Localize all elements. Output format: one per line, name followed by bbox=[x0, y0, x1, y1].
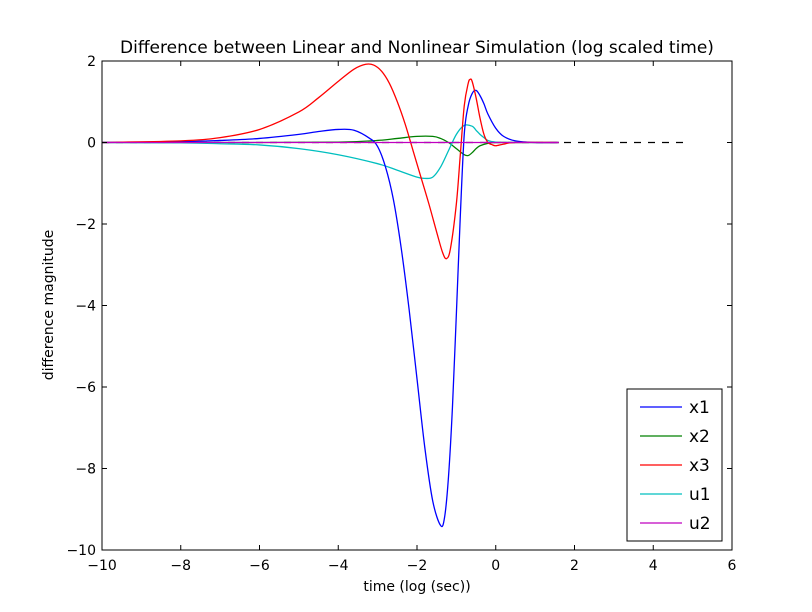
legend: x1 x2 x3 u1 u2 bbox=[626, 388, 723, 542]
x-tick-label: −8 bbox=[170, 558, 191, 574]
legend-label-x1: x1 bbox=[689, 398, 710, 418]
plot-area: −10 −8 −6 −4 −2 0 2 4 6 −10 −8 −6 −4 −2 0 2 bbox=[66, 54, 736, 574]
chart-title: Difference between Linear and Nonlinear … bbox=[120, 38, 714, 58]
legend-label-u2: u2 bbox=[689, 514, 711, 534]
y-tick-label: −10 bbox=[66, 543, 96, 559]
x-tick-label: −2 bbox=[407, 558, 428, 574]
y-tick-label: 2 bbox=[87, 54, 96, 70]
x-axis-label: time (log (sec)) bbox=[363, 579, 470, 595]
y-tick-label: −6 bbox=[75, 380, 96, 396]
y-tick-label: −4 bbox=[75, 299, 96, 315]
series-line-x1 bbox=[102, 89, 559, 528]
x-tick-label: −6 bbox=[249, 558, 270, 574]
y-tick-label: −8 bbox=[75, 462, 96, 478]
x-tick-label: −10 bbox=[87, 558, 117, 574]
series-line-x3 bbox=[102, 63, 559, 260]
x-tick-label: −4 bbox=[328, 558, 349, 574]
y-axis-label: difference magnitude bbox=[41, 230, 57, 380]
legend-label-u1: u1 bbox=[689, 485, 711, 505]
x-tick-label: 4 bbox=[649, 558, 658, 574]
legend-label-x2: x2 bbox=[689, 427, 710, 447]
x-tick-label: 0 bbox=[491, 558, 500, 574]
x-tick-label: 6 bbox=[728, 558, 737, 574]
legend-label-x3: x3 bbox=[689, 456, 710, 476]
y-tick-label: −2 bbox=[75, 217, 96, 233]
x-tick-label: 2 bbox=[570, 558, 579, 574]
y-tick-label: 0 bbox=[87, 136, 96, 152]
